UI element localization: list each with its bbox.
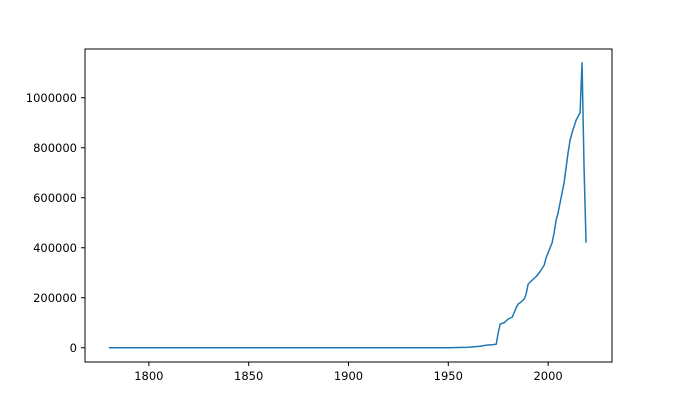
y-tick-label: 0 — [70, 341, 77, 355]
y-tick-label: 200000 — [33, 291, 77, 305]
y-tick-label: 1000000 — [26, 91, 77, 105]
x-tick-label: 1850 — [234, 369, 263, 383]
y-tick-label: 400000 — [33, 241, 77, 255]
y-axis: 0 200000 400000 600000 800000 1000000 — [26, 91, 85, 355]
x-tick-label: 1950 — [434, 369, 463, 383]
series-line-0 — [108, 62, 587, 349]
y-tick-label: 800000 — [33, 141, 77, 155]
y-tick-label: 600000 — [33, 191, 77, 205]
x-tick-label: 1900 — [334, 369, 363, 383]
series-layer — [108, 62, 587, 349]
x-tick-label: 1800 — [134, 369, 163, 383]
plot-area-frame — [84, 48, 613, 363]
x-axis: 1800 1850 1900 1950 2000 — [134, 362, 563, 383]
x-tick-label: 2000 — [533, 369, 562, 383]
